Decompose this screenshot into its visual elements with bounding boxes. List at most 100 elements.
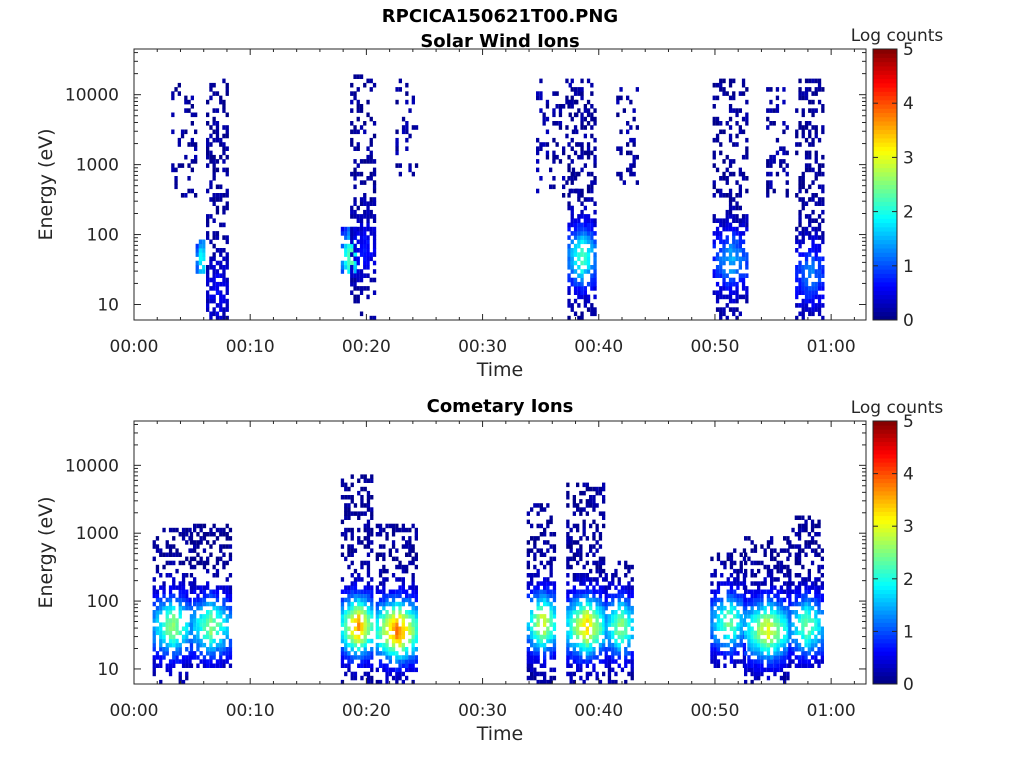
data-cell (369, 171, 373, 177)
data-cell (219, 655, 223, 660)
data-cell (753, 667, 758, 673)
data-cell (411, 626, 415, 631)
data-cell (222, 248, 226, 253)
data-cell (570, 137, 574, 143)
data-cell (546, 589, 550, 594)
data-cell (735, 239, 739, 245)
data-cell (577, 315, 581, 321)
colorbar-cell (873, 503, 897, 508)
colorbar-cell (873, 129, 897, 135)
data-cell (794, 552, 798, 557)
data-cell (366, 593, 371, 599)
data-cell (193, 601, 197, 607)
data-cell (566, 523, 570, 529)
data-cell (549, 167, 553, 173)
data-cell (215, 286, 220, 291)
data-cell (350, 129, 354, 135)
data-cell (558, 112, 563, 118)
data-cell (586, 150, 591, 156)
data-cell (555, 91, 559, 96)
data-cell (735, 243, 739, 249)
data-cell (405, 651, 409, 656)
data-cell (604, 659, 608, 664)
data-cell (602, 499, 606, 504)
data-cell (398, 659, 402, 664)
data-cell (804, 544, 808, 549)
data-cell (817, 307, 822, 312)
data-cell (744, 622, 748, 627)
data-cell (359, 197, 364, 202)
data-cell (766, 193, 770, 198)
data-cell (586, 78, 591, 84)
data-cell (585, 597, 589, 603)
data-cell (363, 180, 367, 185)
data-cell (549, 556, 553, 562)
data-cell (763, 548, 767, 553)
data-cell (569, 642, 573, 648)
data-cell (791, 544, 795, 549)
data-cell (199, 597, 203, 603)
data-cell (779, 564, 784, 570)
data-cell (411, 585, 415, 590)
data-cell (209, 294, 213, 300)
data-cell (630, 564, 634, 570)
data-cell (189, 540, 194, 545)
data-cell (566, 651, 570, 656)
data-cell (212, 167, 216, 173)
data-cell (398, 589, 402, 594)
data-cell (723, 651, 727, 656)
data-cell (350, 248, 354, 253)
data-cell (222, 209, 226, 215)
data-cell (549, 593, 553, 599)
data-cell (720, 626, 724, 631)
data-cell (344, 511, 348, 516)
data-cell (350, 142, 354, 147)
data-cell (720, 642, 724, 648)
data-cell (576, 626, 580, 631)
colorbar-cell (873, 474, 897, 480)
data-cell (807, 659, 811, 664)
data-cell (408, 560, 412, 566)
data-cell (353, 675, 358, 681)
data-cell (353, 95, 357, 101)
data-cell (360, 577, 364, 582)
data-cell (228, 655, 233, 660)
data-cell (539, 679, 543, 685)
data-cell (388, 552, 392, 557)
data-cell (710, 610, 714, 615)
data-cell (808, 163, 812, 168)
data-cell (595, 634, 599, 640)
data-cell (821, 129, 825, 135)
data-cell (533, 589, 537, 594)
data-cell (408, 663, 412, 668)
colorbar-cell (873, 540, 897, 545)
data-cell (798, 281, 802, 287)
data-cell (576, 540, 580, 545)
data-cell (359, 243, 364, 249)
data-cell (729, 556, 734, 562)
data-cell (195, 243, 199, 249)
data-cell (549, 560, 553, 566)
data-cell (212, 638, 216, 644)
data-cell (549, 618, 553, 623)
data-cell (590, 273, 594, 278)
data-cell (725, 218, 729, 223)
data-cell (567, 201, 571, 206)
data-cell (747, 630, 751, 636)
data-cell (728, 116, 733, 122)
data-cell (395, 589, 399, 594)
data-cell (766, 589, 771, 594)
data-cell (566, 540, 570, 545)
data-cell (533, 544, 537, 549)
data-cell (395, 655, 399, 660)
data-cell (569, 548, 573, 553)
data-cell (212, 311, 216, 317)
data-cell (804, 540, 808, 545)
data-cell (747, 634, 751, 640)
data-cell (536, 642, 540, 648)
data-cell (630, 577, 634, 582)
data-cell (783, 573, 787, 578)
data-cell (817, 630, 821, 636)
data-cell (577, 235, 581, 240)
data-cell (172, 581, 176, 586)
